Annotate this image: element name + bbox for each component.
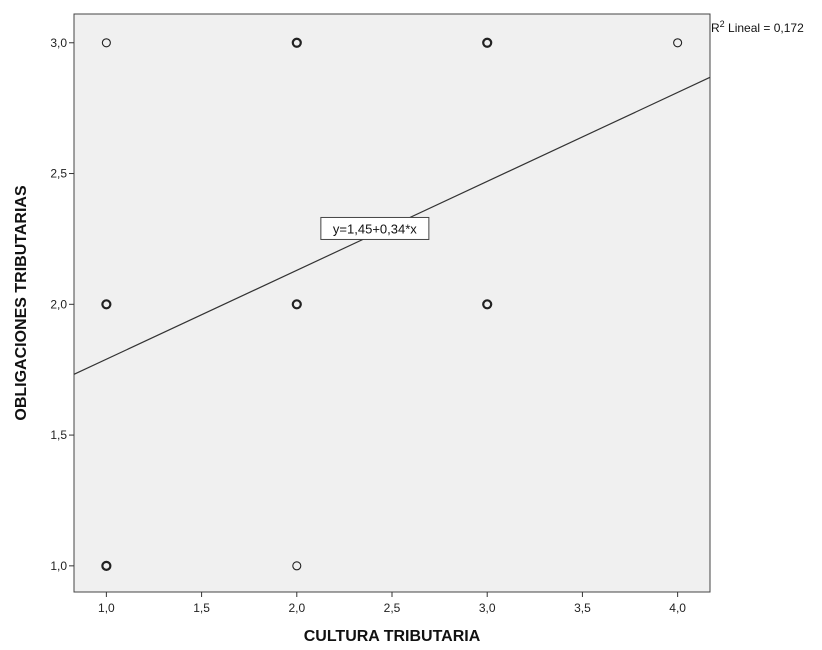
x-tick-label: 2,0	[288, 601, 305, 615]
r2-suffix: Lineal = 0,172	[725, 21, 804, 35]
equation-box: y=1,45+0,34*x	[320, 216, 430, 240]
data-point	[292, 561, 302, 571]
equation-box-frame	[320, 216, 430, 240]
x-tick-label: 1,0	[98, 601, 115, 615]
data-point	[101, 299, 112, 310]
x-axis: 1,0 1,5 2,0 2,5 3,0 3,5 4,0	[98, 592, 686, 615]
y-axis-title: OBLIGACIONES TRIBUTARIAS	[13, 185, 30, 421]
y-tick-label: 1,5	[50, 428, 67, 442]
data-point	[482, 37, 493, 48]
r2-label: R2 Lineal = 0,172	[711, 19, 804, 35]
plot-area	[73, 13, 711, 593]
y-tick-label: 2,5	[50, 167, 67, 181]
x-tick-label: 4,0	[669, 601, 686, 615]
y-tick-label: 2,0	[50, 297, 67, 311]
x-axis-title: CULTURA TRIBUTARIA	[304, 628, 481, 645]
r2-prefix: R	[711, 21, 720, 35]
data-point	[291, 37, 302, 48]
data-point	[101, 560, 112, 571]
y-axis: 1,0 1,5 2,0 2,5 3,0	[50, 36, 74, 573]
data-point	[673, 38, 683, 48]
x-tick-label: 2,5	[384, 601, 401, 615]
x-tick-label: 3,5	[574, 601, 591, 615]
data-point	[291, 299, 302, 310]
y-tick-label: 1,0	[50, 559, 67, 573]
data-point	[482, 299, 493, 310]
x-tick-label: 3,0	[479, 601, 496, 615]
data-point	[101, 38, 111, 48]
r2-superscript: 2	[720, 19, 725, 29]
y-tick-label: 3,0	[50, 36, 67, 50]
equation-label: y=1,45+0,34*x	[333, 221, 417, 236]
x-tick-label: 1,5	[193, 601, 210, 615]
data-points	[101, 37, 683, 571]
